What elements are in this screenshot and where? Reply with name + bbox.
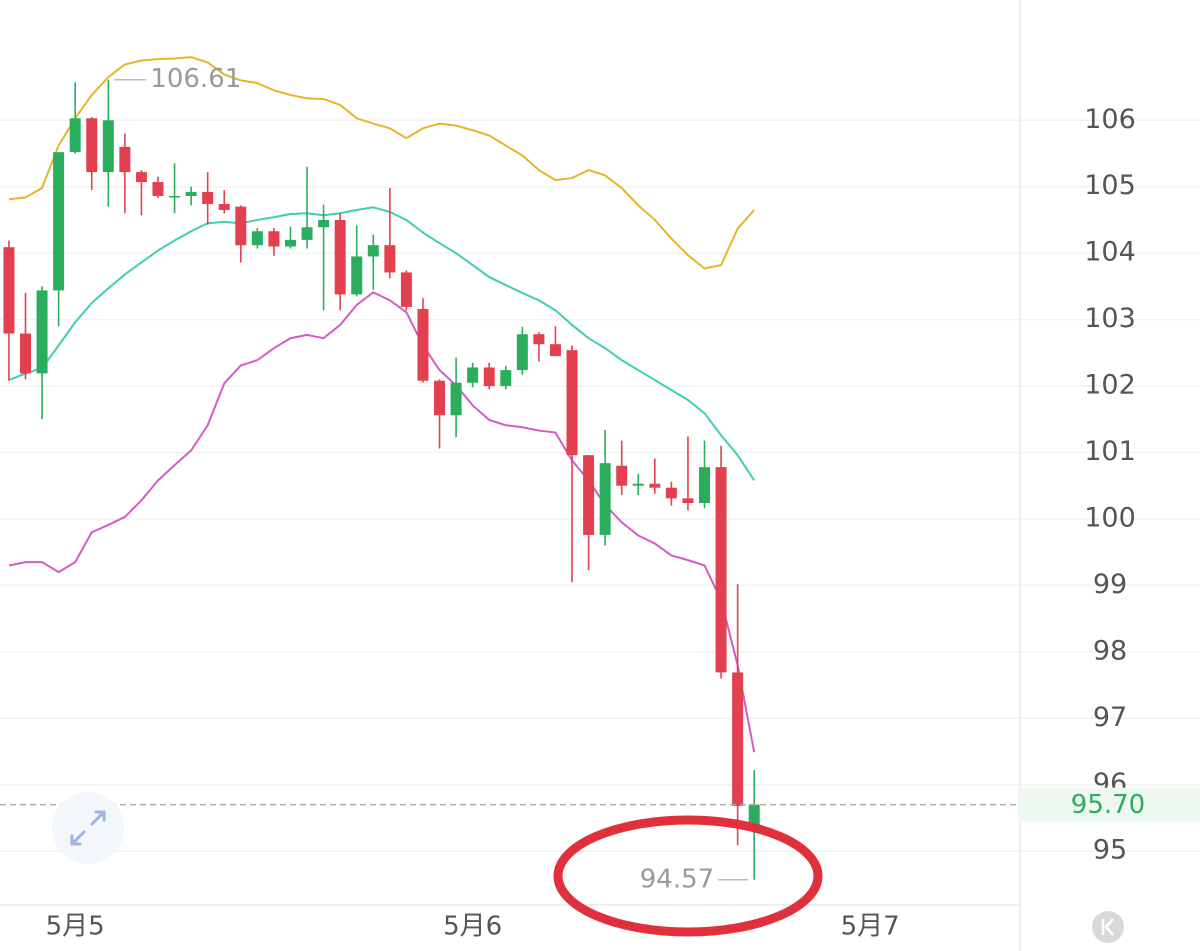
x-tick-label: 5月7 [841,912,900,942]
y-tick-label: 106 [1084,104,1136,135]
candle-body [549,344,561,357]
highlight-circle [553,815,823,937]
grid [0,119,1200,852]
candle-body [616,465,628,486]
candle-body [583,455,595,535]
candle-body [318,219,330,228]
y-tick-label: 104 [1084,237,1136,268]
candle-body [251,231,263,246]
candle-body [384,245,396,273]
candle-body [334,219,346,295]
candle-body [152,182,164,197]
y-tick-label: 98 [1093,635,1127,666]
candle-body [135,172,147,183]
candle-body [301,227,313,240]
candle-body [202,192,214,204]
candle-body [3,247,15,334]
candle-body [699,467,711,503]
candle-body [417,308,429,381]
candle-body [400,272,412,307]
y-tick-label: 102 [1084,370,1136,401]
y-tick-label: 99 [1093,569,1127,600]
candle-body [483,367,495,387]
candle-body [86,118,98,173]
candle-body [185,192,197,197]
last-price-tag [1018,787,1200,822]
candle-body [665,487,677,499]
candle-body [69,118,81,153]
candle-body [533,334,545,345]
expand-icon[interactable] [52,792,124,864]
y-tick-label: 100 [1084,502,1136,533]
x-tick-label: 5月5 [46,912,105,942]
last-price-label: 95.70 [1071,790,1145,820]
candle-body [20,333,32,374]
low-label: 94.57 [640,864,714,894]
plot: 106.61 94.57 [3,56,760,894]
y-tick-label: 97 [1093,702,1127,733]
y-tick-label: 95 [1093,835,1127,866]
y-tick-label: 103 [1084,303,1136,334]
candle-body [235,206,247,246]
candle-body [53,152,65,291]
candle-body [649,483,661,488]
candle-body [682,498,694,503]
candle-body [566,350,578,456]
candle-body [715,467,727,673]
band-line [8,206,756,481]
candle-body [36,290,48,374]
candle-body [500,370,512,387]
candle-body [732,672,744,806]
band-line [8,291,756,753]
candle-body [450,382,462,416]
y-tick-label: 105 [1084,170,1136,201]
candle-body [218,203,230,210]
candle-body [434,380,446,416]
candle-body [599,463,611,535]
candle-body [748,804,760,826]
candle-body [467,367,479,383]
high-label: 106.61 [150,64,241,94]
x-tick-label: 5月6 [443,912,502,942]
candle-body [632,483,644,486]
y-tick-label: 101 [1084,436,1136,467]
candle-body [169,196,181,198]
candle-body [102,120,114,173]
back-icon[interactable] [1092,911,1124,943]
candle-body [516,334,528,371]
band-line [8,56,755,270]
candle-body [284,239,296,247]
candle-body [119,146,131,173]
candle-body [268,231,280,247]
candle-body [367,245,379,257]
candle-body [351,256,363,295]
